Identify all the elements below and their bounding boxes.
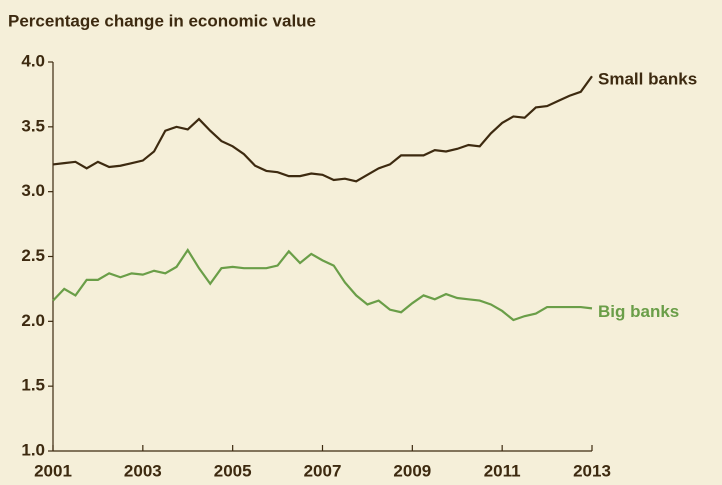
- y-tick-label: 1.0: [21, 440, 45, 459]
- x-tick-label: 2009: [393, 461, 431, 480]
- x-tick-label: 2005: [214, 461, 252, 480]
- x-tick-label: 2003: [124, 461, 162, 480]
- y-tick-label: 1.5: [21, 376, 45, 395]
- y-tick-label: 2.5: [21, 246, 45, 265]
- line-series: [52, 247, 593, 322]
- line-series: [52, 75, 593, 183]
- series-label: Small banks: [598, 70, 697, 89]
- y-tick-label: 3.5: [21, 116, 45, 135]
- chart-title: Percentage change in economic value: [8, 11, 316, 30]
- x-tick-label: 2011: [484, 461, 521, 480]
- series-label: Big banks: [598, 302, 679, 321]
- x-tick-label: 2013: [573, 461, 611, 480]
- y-tick-label: 2.0: [21, 311, 45, 330]
- y-tick-label: 4.0: [21, 51, 45, 70]
- y-tick-label: 3.0: [21, 181, 45, 200]
- x-tick-label: 2001: [34, 461, 72, 480]
- x-tick-label: 2007: [304, 461, 342, 480]
